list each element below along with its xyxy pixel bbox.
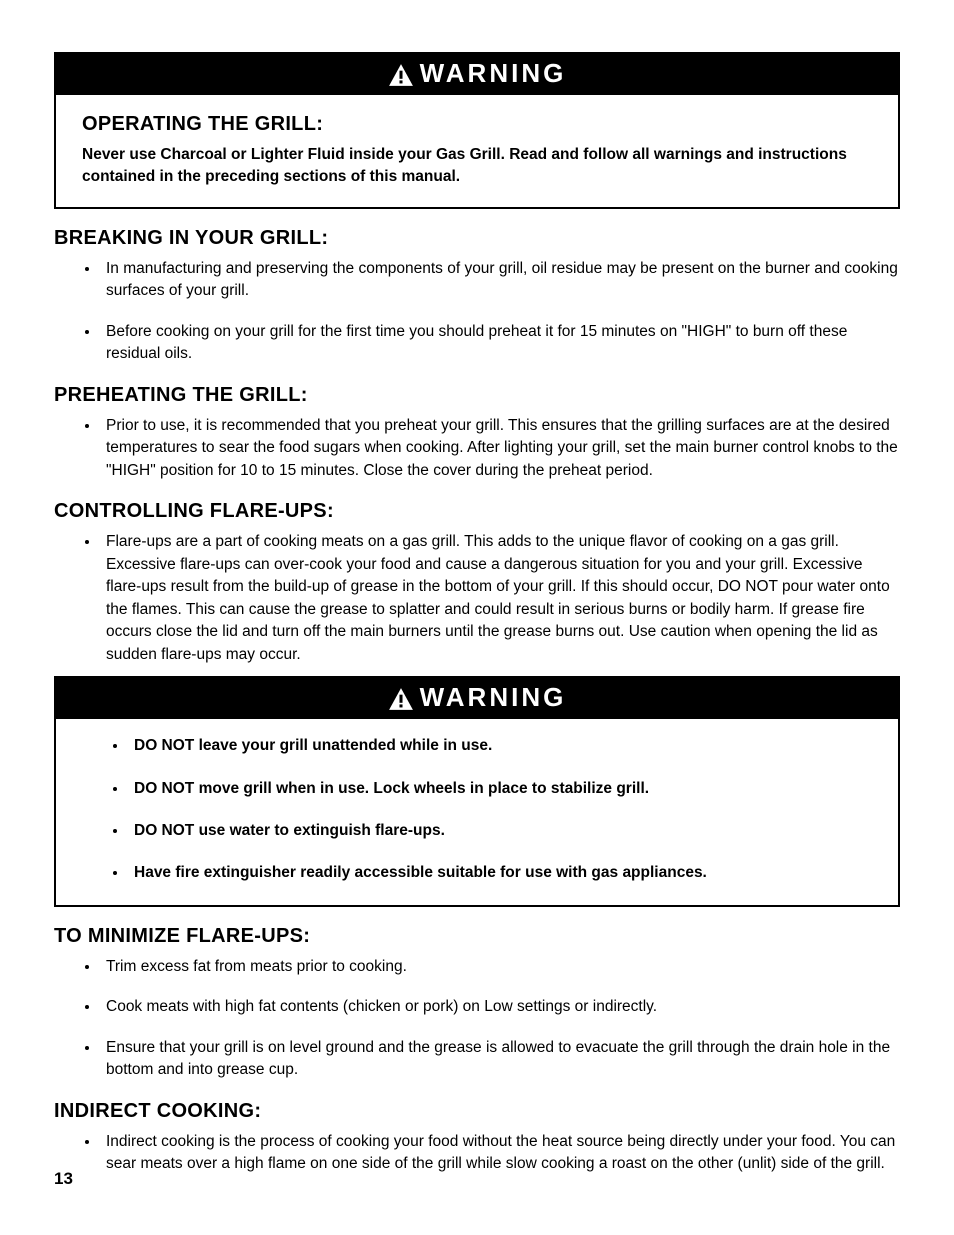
warning-box-content: DO NOT leave your grill unattended while…	[56, 719, 898, 905]
minimize-title: TO MINIMIZE FLARE-UPS:	[54, 925, 900, 948]
warning-box-mid: WARNING DO NOT leave your grill unattend…	[54, 676, 900, 907]
list-item: Indirect cooking is the process of cooki…	[100, 1131, 900, 1176]
indirect-title: INDIRECT COOKING:	[54, 1100, 900, 1123]
list-item: DO NOT move grill when in use. Lock whee…	[128, 778, 872, 800]
list-item: Before cooking on your grill for the fir…	[100, 321, 900, 366]
warning-banner-label: WARNING	[420, 682, 567, 713]
warning-banner-mid: WARNING	[56, 678, 898, 719]
list-item: Flare-ups are a part of cooking meats on…	[100, 531, 900, 666]
preheating-title: PREHEATING THE GRILL:	[54, 384, 900, 407]
indirect-list: Indirect cooking is the process of cooki…	[54, 1131, 900, 1176]
minimize-list: Trim excess fat from meats prior to cook…	[54, 956, 900, 1082]
manual-page: WARNING OPERATING THE GRILL: Never use C…	[0, 0, 954, 1235]
list-item: Trim excess fat from meats prior to cook…	[100, 956, 900, 978]
preheating-list: Prior to use, it is recommended that you…	[54, 415, 900, 482]
list-item: DO NOT use water to extinguish flare-ups…	[128, 820, 872, 842]
list-item: Prior to use, it is recommended that you…	[100, 415, 900, 482]
operating-title: OPERATING THE GRILL:	[82, 113, 872, 136]
flareups-list: Flare-ups are a part of cooking meats on…	[54, 531, 900, 666]
warning-list: DO NOT leave your grill unattended while…	[82, 735, 872, 885]
warning-triangle-icon	[388, 58, 414, 89]
list-item: DO NOT leave your grill unattended while…	[128, 735, 872, 757]
list-item: Have fire extinguisher readily accessibl…	[128, 862, 872, 884]
list-item: Ensure that your grill is on level groun…	[100, 1037, 900, 1082]
page-number: 13	[54, 1169, 73, 1189]
breaking-in-title: BREAKING IN YOUR GRILL:	[54, 227, 900, 250]
operating-body: Never use Charcoal or Lighter Fluid insi…	[82, 144, 872, 189]
list-item: Cook meats with high fat contents (chick…	[100, 996, 900, 1018]
breaking-in-list: In manufacturing and preserving the comp…	[54, 258, 900, 366]
warning-banner-label: WARNING	[420, 58, 567, 89]
flareups-title: CONTROLLING FLARE-UPS:	[54, 500, 900, 523]
list-item: In manufacturing and preserving the comp…	[100, 258, 900, 303]
operating-box: OPERATING THE GRILL: Never use Charcoal …	[54, 95, 900, 209]
warning-triangle-icon	[388, 682, 414, 713]
warning-banner-top: WARNING	[54, 54, 900, 95]
